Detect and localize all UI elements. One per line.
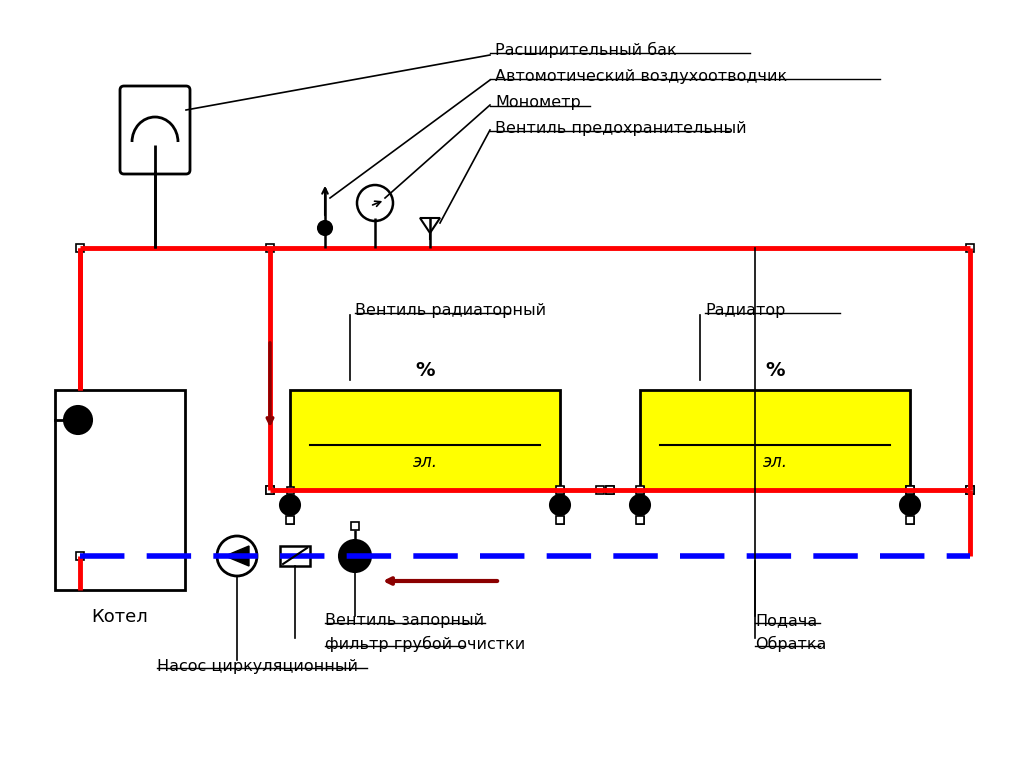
Bar	[266, 486, 274, 494]
Bar	[640, 390, 910, 490]
Circle shape	[550, 495, 570, 515]
Circle shape	[64, 406, 92, 434]
Text: эл.: эл.	[762, 453, 788, 471]
Polygon shape	[225, 546, 249, 566]
Bar	[636, 486, 643, 493]
Bar	[636, 516, 643, 523]
Bar	[606, 486, 614, 494]
Text: Вентиль запорный: Вентиль запорный	[325, 614, 484, 629]
Bar	[906, 486, 914, 494]
Text: Радиатор: Радиатор	[705, 303, 785, 317]
Bar	[266, 486, 274, 494]
Text: эл.: эл.	[412, 453, 437, 471]
Text: Вентиль радиаторный: Вентиль радиаторный	[355, 303, 546, 317]
Text: Подача: Подача	[755, 614, 818, 629]
Circle shape	[218, 536, 256, 576]
Bar	[556, 486, 563, 493]
Bar	[636, 486, 644, 494]
Bar	[55, 390, 185, 590]
Bar	[596, 486, 604, 494]
Bar	[286, 516, 293, 523]
Polygon shape	[420, 218, 440, 233]
Bar	[556, 516, 564, 524]
Bar	[907, 516, 913, 523]
Text: фильтр грубой очистки: фильтр грубой очистки	[325, 636, 525, 652]
Bar	[286, 486, 293, 493]
Bar	[966, 244, 974, 252]
Circle shape	[900, 495, 920, 515]
Text: %: %	[416, 361, 435, 380]
Bar	[966, 486, 974, 494]
Bar	[76, 552, 84, 560]
Bar	[636, 516, 644, 524]
Bar	[280, 546, 310, 566]
Text: Вентиль предохранительный: Вентиль предохранительный	[495, 120, 747, 135]
FancyBboxPatch shape	[120, 86, 190, 174]
Circle shape	[339, 540, 371, 572]
Circle shape	[630, 495, 650, 515]
Bar	[556, 486, 564, 494]
Text: Котел: Котел	[91, 608, 149, 626]
Circle shape	[280, 495, 300, 515]
Bar	[606, 486, 614, 494]
Text: %: %	[765, 361, 785, 380]
Bar	[907, 486, 913, 493]
Bar	[906, 516, 914, 524]
Bar	[351, 522, 359, 530]
Circle shape	[357, 185, 393, 221]
Text: Насос циркуляционный: Насос циркуляционный	[157, 658, 358, 673]
Bar	[290, 390, 560, 490]
Circle shape	[318, 221, 332, 235]
Bar	[966, 486, 974, 494]
Bar	[906, 486, 914, 494]
Text: Расширительный бак: Расширительный бак	[495, 42, 676, 58]
Text: Монометр: Монометр	[495, 95, 581, 110]
Bar	[556, 516, 563, 523]
Text: Обратка: Обратка	[755, 636, 826, 652]
Bar	[286, 516, 294, 524]
Text: Автомотический воздухоотводчик: Автомотический воздухоотводчик	[495, 70, 787, 84]
Bar	[76, 244, 84, 252]
Bar	[266, 244, 274, 252]
